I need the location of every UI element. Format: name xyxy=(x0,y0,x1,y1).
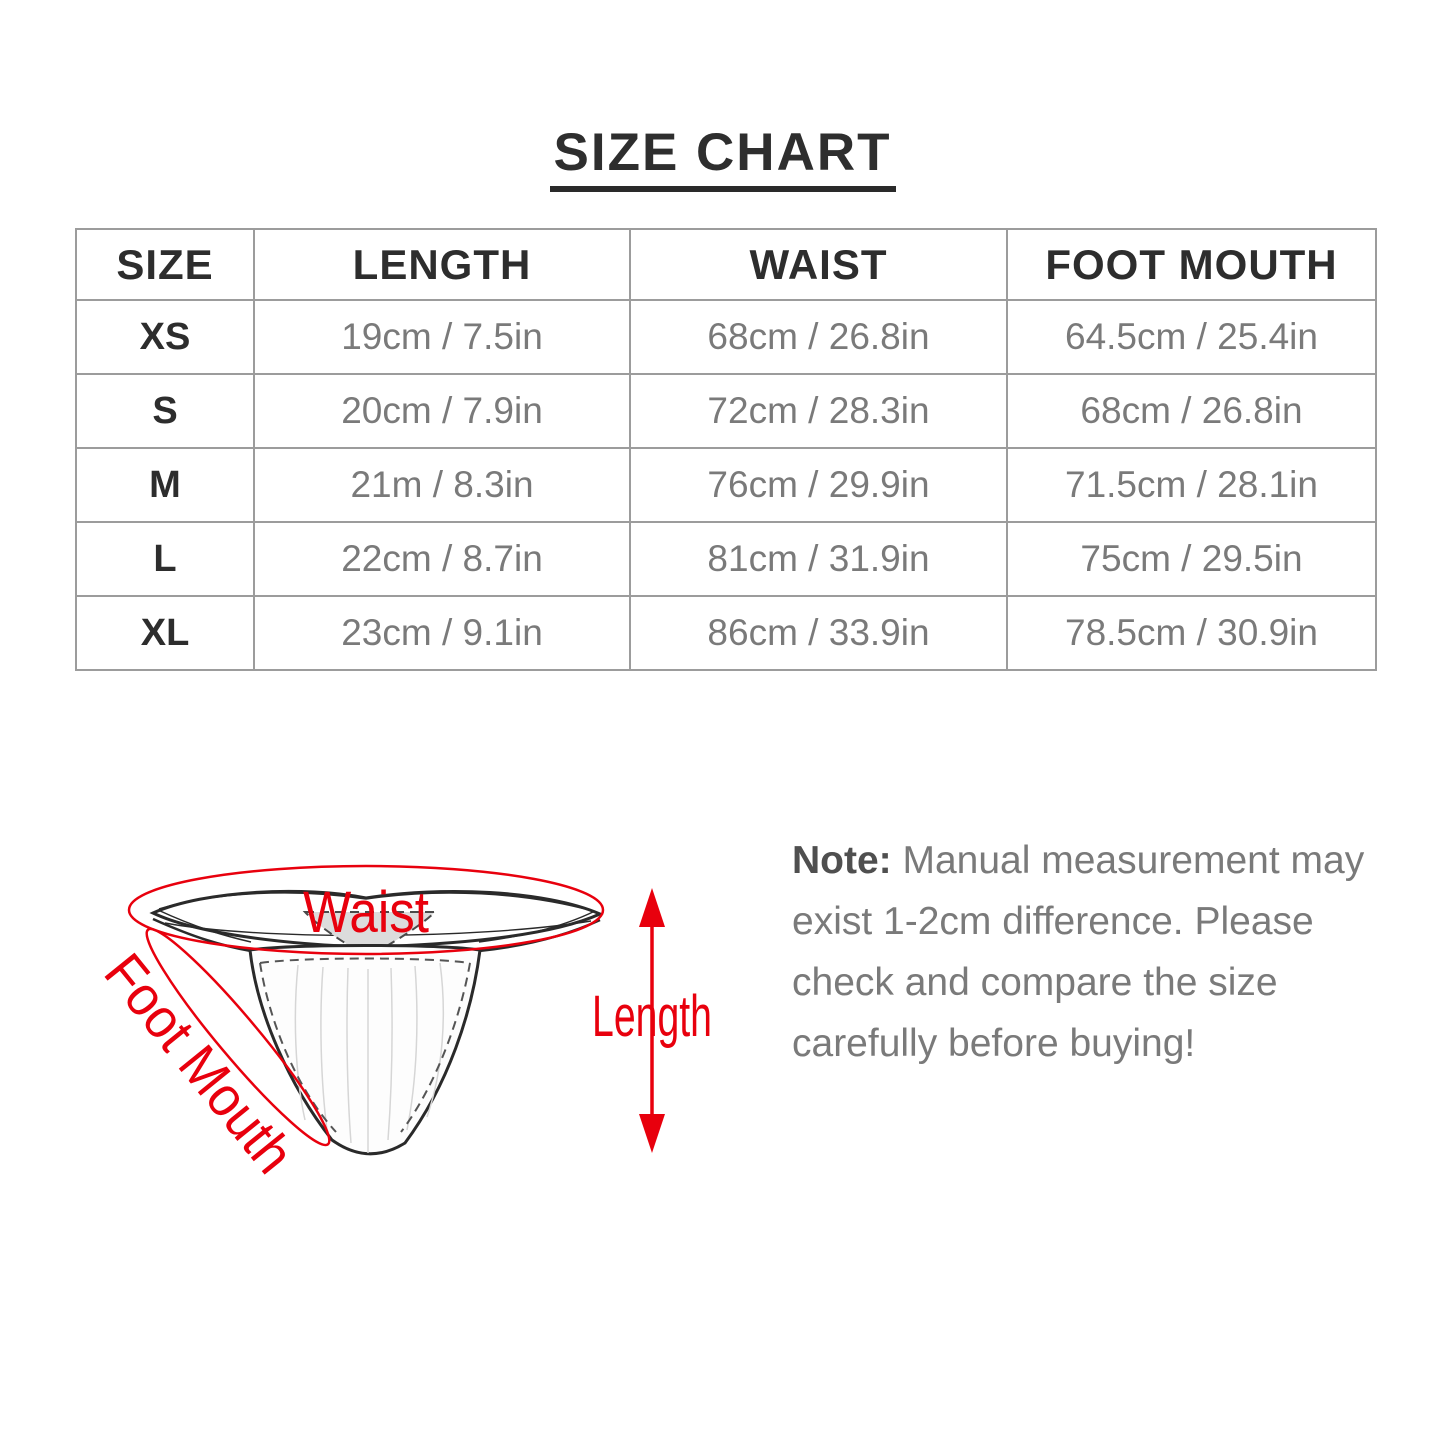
length-arrow xyxy=(639,888,665,1153)
note-line1-text: Manual measurement may xyxy=(891,839,1365,882)
note-line: check and compare the size xyxy=(792,961,1278,1004)
table-row: M 21m / 8.3in 76cm / 29.9in 71.5cm / 28.… xyxy=(75,447,1377,523)
cell-size: L xyxy=(75,521,255,597)
cell-waist: 81cm / 31.9in xyxy=(629,521,1008,597)
thong-measurement-diagram: Waist Foot Mouth Length xyxy=(93,864,712,1185)
right-strap-inner-line xyxy=(478,910,596,943)
cell-waist: 72cm / 28.3in xyxy=(629,373,1008,449)
cell-length: 21m / 8.3in xyxy=(253,447,631,523)
left-strap-inner-line xyxy=(157,909,252,943)
left-strap-line xyxy=(152,917,252,953)
length-arrow-top-head xyxy=(639,888,665,927)
length-arrow-bottom-head xyxy=(639,1114,665,1153)
table-row: XS 19cm / 7.5in 68cm / 26.8in 64.5cm / 2… xyxy=(75,299,1377,375)
cell-foot-mouth: 78.5cm / 30.9in xyxy=(1006,595,1377,671)
column-header-foot-mouth: FOOT MOUTH xyxy=(1006,228,1377,301)
cell-waist: 68cm / 26.8in xyxy=(629,299,1008,375)
size-table: SIZE LENGTH WAIST FOOT MOUTH XS 19cm / 7… xyxy=(75,228,1377,671)
column-header-length: LENGTH xyxy=(253,228,631,301)
waist-label: Waist xyxy=(303,880,429,945)
note-label: Note: xyxy=(792,839,892,882)
front-panel xyxy=(248,944,482,1156)
note-line: carefully before buying! xyxy=(792,1022,1196,1065)
cell-length: 23cm / 9.1in xyxy=(253,595,631,671)
page-title: SIZE CHART xyxy=(549,122,896,192)
cell-size: M xyxy=(75,447,255,523)
cell-size: S xyxy=(75,373,255,449)
cell-foot-mouth: 75cm / 29.5in xyxy=(1006,521,1377,597)
length-label: Length xyxy=(592,984,712,1049)
note-line: exist 1-2cm difference. Please xyxy=(792,900,1314,943)
foot-mouth-ellipse-annotation xyxy=(145,927,331,1147)
cell-size: XL xyxy=(75,595,255,671)
table-row: S 20cm / 7.9in 72cm / 28.3in 68cm / 26.8… xyxy=(75,373,1377,449)
cell-length: 20cm / 7.9in xyxy=(253,373,631,449)
cell-length: 19cm / 7.5in xyxy=(253,299,631,375)
wrinkle-lines xyxy=(294,962,445,1153)
note-line: Note: Manual measurement may xyxy=(792,830,1432,891)
table-row: L 22cm / 8.7in 81cm / 31.9in 75cm / 29.5… xyxy=(75,521,1377,597)
table-row: XL 23cm / 9.1in 86cm / 33.9in 78.5cm / 3… xyxy=(75,595,1377,671)
cell-waist: 76cm / 29.9in xyxy=(629,447,1008,523)
column-header-size: SIZE xyxy=(75,228,255,301)
cell-foot-mouth: 68cm / 26.8in xyxy=(1006,373,1377,449)
table-header-row: SIZE LENGTH WAIST FOOT MOUTH xyxy=(75,228,1377,301)
cell-foot-mouth: 71.5cm / 28.1in xyxy=(1006,447,1377,523)
waist-ellipse-annotation xyxy=(127,864,605,956)
note-block: Note: Manual measurement may exist 1-2cm… xyxy=(792,830,1432,1074)
waistband-inner-line xyxy=(158,892,594,912)
column-header-waist: WAIST xyxy=(629,228,1008,301)
title-wrap: SIZE CHART xyxy=(0,122,1445,192)
cell-size: XS xyxy=(75,299,255,375)
cell-foot-mouth: 64.5cm / 25.4in xyxy=(1006,299,1377,375)
cell-length: 22cm / 8.7in xyxy=(253,521,631,597)
cell-waist: 86cm / 33.9in xyxy=(629,595,1008,671)
seam-dashes xyxy=(259,957,471,1133)
